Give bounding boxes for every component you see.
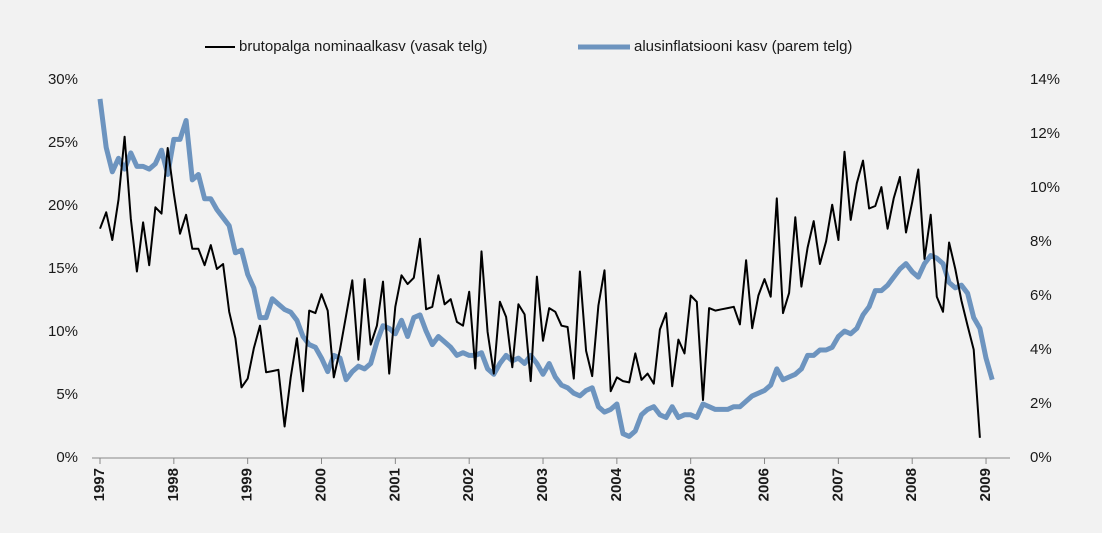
x-tick-label: 1998 [165, 468, 182, 501]
y2-tick-label: 14% [1030, 71, 1060, 88]
y-tick-label: 10% [48, 323, 78, 340]
y-tick-label: 15% [48, 260, 78, 277]
y2-tick-label: 0% [1030, 449, 1052, 466]
y-tick-label: 25% [48, 134, 78, 151]
y2-tick-label: 8% [1030, 233, 1052, 250]
x-tick-label: 2004 [608, 467, 625, 501]
y-tick-label: 0% [56, 449, 78, 466]
x-tick-label: 2001 [386, 468, 403, 501]
x-tick-label: 2002 [460, 468, 477, 501]
x-tick-label: 2005 [682, 468, 699, 501]
series-line [97, 98, 995, 439]
y-tick-label: 5% [56, 386, 78, 403]
legend-label: alusinflatsiooni kasv (parem telg) [634, 38, 852, 55]
legend-label: brutopalga nominaalkasv (vasak telg) [239, 38, 487, 55]
x-tick-label: 2006 [755, 468, 772, 501]
y2-tick-label: 6% [1030, 287, 1052, 304]
y2-tick-label: 4% [1030, 341, 1052, 358]
y2-tick-label: 12% [1030, 125, 1060, 142]
x-tick-label: 2000 [312, 468, 329, 501]
y-tick-label: 30% [48, 71, 78, 88]
x-tick-label: 1999 [239, 468, 256, 501]
x-tick-label: 2009 [977, 468, 994, 501]
series-line [99, 135, 981, 438]
x-tick-label: 2008 [903, 468, 920, 501]
x-tick-label: 1997 [91, 468, 108, 501]
x-tick-label: 2007 [829, 468, 846, 501]
x-tick-label: 2003 [534, 468, 551, 501]
y2-tick-label: 2% [1030, 395, 1052, 412]
y-tick-label: 20% [48, 197, 78, 214]
y2-tick-label: 10% [1030, 179, 1060, 196]
